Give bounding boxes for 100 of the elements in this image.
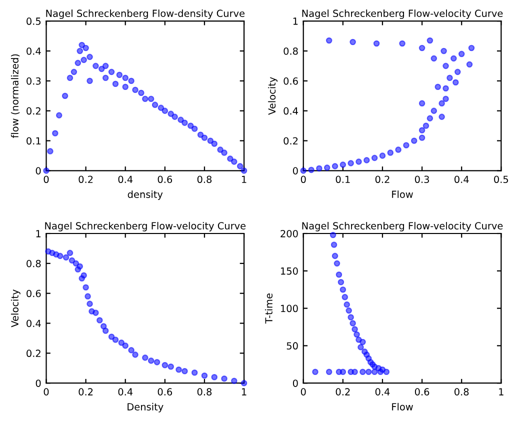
point: [426, 37, 434, 44]
x-tick-label: 0.4: [454, 176, 469, 184]
point: [340, 162, 346, 168]
point: [418, 127, 426, 134]
point: [56, 252, 64, 260]
x-axis-title: Flow: [392, 402, 413, 410]
x-tick-label: 1: [242, 388, 246, 396]
point: [395, 146, 402, 153]
y-tick-label: 0.4: [284, 107, 298, 115]
point: [86, 54, 93, 60]
x-tick-label: 0: [300, 388, 306, 396]
x-tick-label: 0.6: [414, 388, 430, 396]
point: [102, 328, 109, 334]
y-tick-label: 0: [292, 167, 298, 174]
y-tick-label: 0.2: [284, 137, 298, 145]
point: [182, 120, 188, 126]
point: [201, 372, 208, 379]
x-tick-label: 0.6: [158, 388, 172, 396]
point: [230, 158, 238, 165]
point: [142, 354, 148, 361]
point: [217, 146, 224, 153]
point: [122, 84, 129, 90]
point: [211, 374, 218, 380]
point: [336, 271, 342, 278]
point: [172, 114, 178, 120]
point: [350, 38, 356, 46]
y-tick-label: 0.8: [26, 260, 41, 268]
point: [356, 158, 362, 165]
point: [430, 108, 438, 114]
y-tick-label: 0.4: [26, 320, 41, 328]
point: [452, 79, 459, 86]
x-tick-label: 0.2: [336, 388, 350, 396]
point: [132, 86, 138, 94]
point: [128, 78, 134, 84]
point: [438, 114, 445, 120]
point: [227, 156, 234, 162]
y-axis-title: Velocity: [268, 77, 278, 115]
point: [426, 115, 434, 122]
point: [108, 68, 115, 76]
x-tick-label: 0.2: [78, 176, 93, 184]
y-tick-label: 1: [293, 18, 298, 25]
point: [371, 154, 378, 162]
point: [358, 344, 364, 350]
point: [418, 100, 426, 106]
point: [201, 134, 208, 141]
point: [70, 68, 78, 76]
point: [312, 368, 318, 376]
point: [330, 242, 338, 248]
point: [191, 126, 198, 132]
y-tick-label: 0: [292, 380, 298, 387]
point: [132, 352, 138, 358]
y-tick-label: 0: [36, 167, 41, 174]
point: [102, 74, 109, 82]
point: [434, 84, 442, 90]
point: [221, 150, 228, 156]
x-tick-label: 0.2: [78, 388, 93, 396]
point: [52, 130, 58, 136]
point: [168, 364, 174, 370]
point: [340, 368, 346, 376]
point: [47, 148, 54, 154]
point: [56, 112, 62, 118]
point: [118, 340, 125, 346]
point: [403, 142, 410, 148]
y-tick-label: 0.1: [26, 137, 40, 145]
point: [446, 74, 453, 82]
x-tick-label: 1: [242, 176, 246, 183]
y-tick-label: 0.6: [26, 290, 41, 298]
point: [348, 160, 354, 166]
point: [221, 375, 228, 382]
y-tick-label: 0: [36, 380, 41, 387]
point: [454, 68, 461, 76]
x-tick-label: 0: [44, 176, 49, 184]
point: [82, 44, 89, 52]
point: [92, 62, 99, 70]
point: [182, 368, 188, 374]
point: [450, 55, 457, 62]
point: [350, 320, 356, 326]
point: [207, 138, 214, 144]
y-axis-title: Velocity: [10, 290, 20, 328]
point: [74, 60, 82, 66]
x-tick-label: 0.8: [197, 176, 212, 184]
point: [128, 347, 134, 354]
y-tick-label: 0.3: [26, 77, 41, 85]
point: [344, 301, 350, 308]
y-tick-label: 1: [36, 230, 40, 238]
x-tick-label: 0.5: [494, 176, 508, 184]
x-tick-label: 0.2: [375, 176, 390, 184]
point: [66, 74, 74, 82]
point: [440, 48, 447, 54]
point: [158, 104, 164, 111]
x-tick-label: 0: [300, 176, 306, 184]
point: [176, 366, 182, 373]
point: [116, 72, 123, 78]
point: [418, 134, 426, 141]
y-axis-title: flow (normalized): [10, 54, 20, 138]
point: [108, 334, 115, 340]
point: [430, 55, 438, 62]
point: [387, 150, 394, 156]
point: [84, 293, 91, 300]
x-tick-label: 0.8: [197, 388, 212, 396]
